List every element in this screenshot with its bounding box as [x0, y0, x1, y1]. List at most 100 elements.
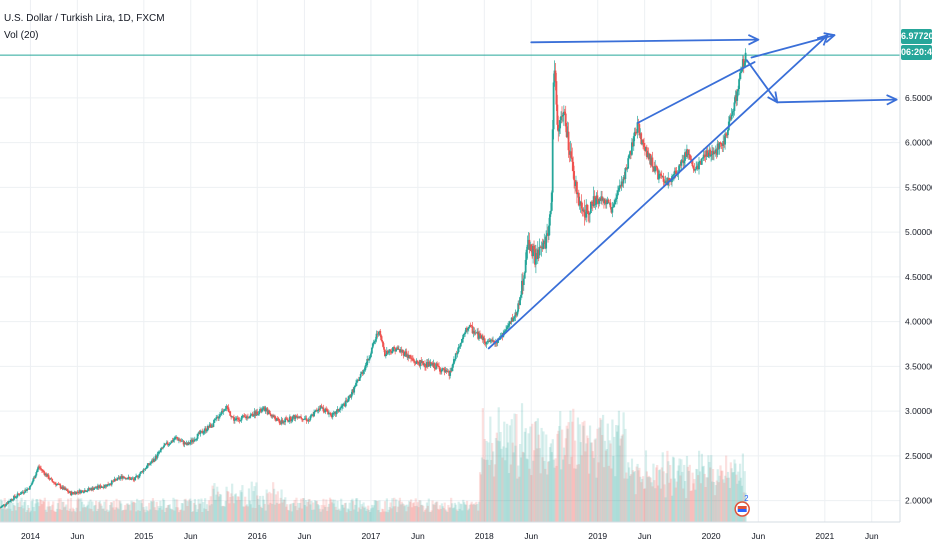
candle-body: [646, 152, 649, 158]
candle-body: [396, 347, 398, 350]
volume-bar: [670, 495, 674, 522]
candle-body: [588, 214, 590, 215]
candle-body: [272, 415, 274, 417]
candle-body: [340, 407, 343, 409]
volume-bar: [661, 452, 664, 522]
candle-body: [268, 410, 271, 414]
volume-bar: [399, 504, 402, 522]
candle-body: [655, 166, 658, 167]
volume-bar: [275, 502, 279, 522]
candle-body: [42, 470, 45, 473]
volume-bar: [694, 489, 697, 522]
volume-bar: [736, 483, 739, 522]
volume-bar: [99, 503, 102, 522]
volume-bar: [361, 506, 364, 522]
volume-bar: [39, 498, 42, 522]
volume-bar: [671, 456, 675, 522]
candle-body: [717, 143, 720, 149]
candle-body: [696, 165, 699, 167]
volume-bar: [340, 498, 343, 522]
candle-body: [105, 485, 108, 487]
volume-bar: [280, 489, 283, 522]
candle-body: [341, 405, 343, 408]
volume-bar: [106, 509, 109, 522]
trendline-drawings[interactable]: [487, 32, 898, 350]
volume-bar: [136, 510, 140, 522]
volume-bar: [204, 498, 207, 522]
volume-bar: [640, 482, 643, 522]
volume-bar: [147, 511, 150, 522]
volume-bar: [136, 498, 139, 522]
candle-body: [429, 362, 432, 367]
volume-bar: [314, 501, 318, 522]
y-tick-label: 2.00000: [905, 496, 932, 506]
candle-body: [739, 72, 741, 80]
candle-body: [386, 350, 389, 353]
candle-body: [284, 418, 287, 423]
volume-bar: [221, 505, 224, 522]
candle-body: [335, 410, 338, 415]
volume-bar: [484, 459, 487, 522]
volume-bar: [96, 508, 100, 522]
candle-body: [397, 349, 400, 350]
candle-body: [23, 492, 26, 494]
candle-body: [387, 351, 390, 353]
volume-bar: [0, 500, 4, 522]
volume-bar: [1, 508, 4, 522]
volume-bar: [132, 501, 135, 522]
volume-bar: [647, 475, 650, 522]
candle-body: [662, 176, 665, 182]
candle-body: [462, 334, 465, 340]
volume-bar: [382, 509, 385, 522]
volume-bar: [202, 502, 205, 522]
volume-bar: [401, 503, 404, 522]
volume-bar: [137, 500, 141, 522]
candle-body: [465, 327, 467, 333]
volume-bar: [327, 503, 331, 522]
volume-bar: [4, 509, 7, 522]
candle-body: [608, 202, 611, 204]
candle-body: [602, 198, 604, 201]
candle-body: [85, 491, 88, 493]
candle-body: [69, 491, 72, 495]
volume-bar: [9, 508, 12, 522]
volume-bar: [635, 466, 638, 522]
candle-body: [127, 476, 130, 479]
candle-body: [148, 463, 151, 465]
volume-bar: [211, 485, 214, 522]
volume-bar: [529, 426, 532, 522]
volume-bar: [259, 495, 262, 522]
volume-bar: [185, 500, 188, 522]
volume-bar: [549, 443, 553, 522]
volume-bar: [27, 507, 31, 522]
candle-body: [96, 487, 98, 489]
candle-body: [162, 447, 164, 449]
candle-body: [379, 330, 382, 336]
candle-body: [84, 490, 87, 492]
event-badge[interactable]: 2: [734, 494, 750, 517]
volume-bar: [440, 503, 443, 522]
volume-bar: [522, 452, 525, 522]
last-price-label: 6.97720: [901, 29, 932, 44]
volume-bar: [281, 502, 284, 522]
candle-body: [658, 174, 660, 180]
candle-body: [249, 414, 252, 417]
candle-body: [663, 181, 666, 184]
volume-indicator-label[interactable]: Vol (20): [4, 30, 39, 41]
candle-body: [488, 341, 491, 342]
volume-bar: [595, 477, 598, 522]
candle-body: [383, 346, 385, 350]
candle-body: [41, 469, 43, 471]
candle-body: [423, 363, 425, 366]
candle-body: [624, 168, 627, 179]
candle-body: [651, 157, 654, 168]
x-tick-label: Jun: [638, 531, 652, 541]
candle-body: [137, 475, 139, 478]
volume-bar: [381, 508, 384, 522]
volume-bar: [481, 408, 484, 522]
volume-bar: [728, 487, 731, 522]
candle-body: [520, 294, 522, 298]
volume-bar: [583, 420, 586, 522]
volume-bar: [698, 471, 702, 522]
